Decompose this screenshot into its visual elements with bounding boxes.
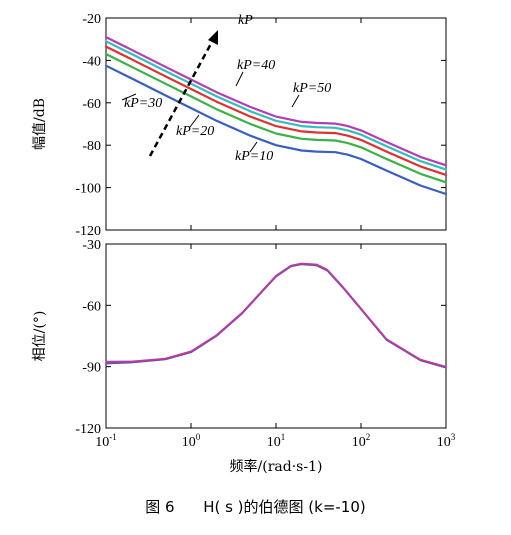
leader-kp20	[189, 114, 200, 128]
x-tick-label: 102	[352, 432, 371, 450]
phase-y-label: 相位/(°)	[32, 311, 48, 362]
mag-ytick-label: -80	[82, 139, 101, 154]
figure-number: 图 6	[145, 498, 175, 516]
x-tick-label: 103	[437, 432, 456, 450]
ph-ytick-label: -120	[75, 422, 101, 437]
phase-x-ticks: 10-1 100 101 102 103	[95, 432, 456, 450]
kp-arrow-label: kP	[238, 13, 253, 28]
label-kp40: kP=40	[237, 58, 275, 73]
mag-ytick-label: -60	[82, 97, 101, 112]
x-tick-label: 100	[182, 432, 201, 450]
leader-kp30	[121, 93, 137, 101]
leader-kp40	[235, 71, 244, 87]
figure-caption: 图 6 H( s )的伯德图 (k=-10)	[0, 496, 511, 517]
label-kp10: kP=10	[235, 149, 273, 164]
label-kp30: kP=30	[124, 96, 162, 111]
phase-frame	[105, 243, 447, 429]
x-axis-label: 频率/(rad·s-1)	[230, 458, 323, 475]
mag-series-line-2	[104, 45, 448, 176]
bode-figure: -20 -40 -60 -80 -100 -120 幅值/dB kP kP=30 kP=4…	[32, 12, 456, 475]
magnitude-y-label: 幅值/dB	[32, 98, 48, 150]
mag-series-line-0	[104, 64, 448, 196]
phase-panel: -30 -60 -90 -120 10-1 100 101 102 103 相位/(°) 频率…	[32, 238, 456, 475]
mag-ytick-label: -120	[75, 224, 101, 239]
magnitude-frame	[105, 17, 447, 231]
mag-ytick-label: -100	[75, 182, 101, 197]
mag-ytick-label: -40	[82, 54, 101, 69]
leader-kp10	[249, 141, 258, 153]
mag-series-line-3	[104, 40, 448, 171]
phase-series	[105, 262, 447, 369]
x-tick-label: 101	[267, 432, 286, 450]
phase-y-ticks: -30 -60 -90 -120	[75, 238, 447, 437]
leader-kp50	[291, 94, 300, 108]
magnitude-series	[104, 35, 448, 196]
ph-ytick-label: -60	[82, 299, 101, 314]
mag-series-line-1	[104, 52, 448, 184]
figure-title: H( s )的伯德图 (k=-10)	[203, 498, 366, 516]
label-kp20: kP=20	[176, 124, 214, 139]
label-kp50: kP=50	[293, 81, 331, 96]
ph-ytick-label: -90	[82, 361, 101, 376]
ph-series-line-2	[105, 262, 447, 368]
ph-series-line-0	[105, 263, 447, 369]
x-tick-label: 10-1	[95, 432, 117, 450]
magnitude-panel: -20 -40 -60 -80 -100 -120 幅值/dB kP kP=30 kP=4…	[32, 12, 448, 239]
kp-arrow-head	[208, 30, 218, 45]
ph-series-line-1	[105, 262, 447, 368]
magnitude-y-ticks: -20 -40 -60 -80 -100 -120	[75, 12, 447, 239]
kp-increase-arrow	[148, 39, 215, 157]
ph-ytick-label: -30	[82, 238, 101, 253]
mag-ytick-label: -20	[82, 12, 101, 27]
mag-series-line-4	[104, 35, 448, 167]
